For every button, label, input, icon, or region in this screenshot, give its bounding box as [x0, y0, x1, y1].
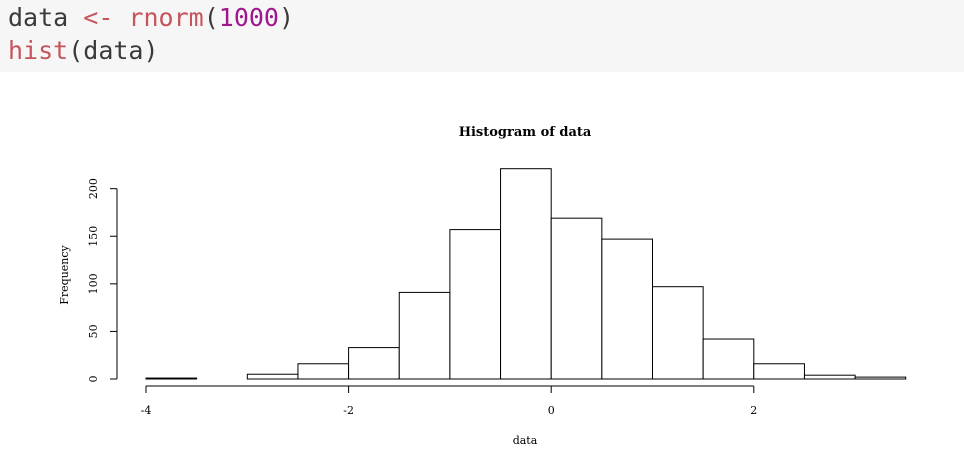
code-close-paren: ) — [143, 36, 159, 65]
histogram-bar-12 — [702, 338, 755, 380]
y-tick-label: 100 — [87, 273, 100, 294]
histogram-bar-10 — [601, 238, 653, 380]
histogram-bar-6 — [398, 291, 451, 380]
y-tick-label: 0 — [87, 376, 100, 383]
code-function-hist: hist — [8, 36, 69, 65]
x-tick-label: -4 — [141, 404, 152, 417]
x-axis: -4 -2 0 2 — [141, 385, 757, 417]
histogram-bar-13 — [753, 363, 805, 380]
x-axis-label: data — [513, 434, 538, 447]
histogram-bar-7 — [449, 229, 502, 380]
y-axis-label: Frequency — [58, 244, 71, 304]
histogram-bar-11 — [652, 286, 704, 380]
histogram-bar-4 — [297, 363, 350, 380]
code-open-paren: ( — [203, 3, 219, 32]
x-tick-label: -2 — [343, 404, 354, 417]
histogram-bar-5 — [348, 347, 400, 380]
chart-title: Histogram of data — [459, 125, 592, 140]
histogram-bar-9 — [550, 217, 603, 380]
code-line-1: data <- rnorm(1000) — [8, 3, 294, 33]
histogram-bar-3 — [246, 373, 299, 380]
code-assign-operator: <- — [83, 3, 114, 32]
y-axis: 0 50 100 150 200 — [87, 178, 118, 383]
y-tick-label: 50 — [87, 324, 100, 338]
code-close-paren: ) — [279, 3, 295, 32]
code-function-rnorm: rnorm — [128, 3, 204, 32]
code-argument: data — [83, 36, 144, 65]
histogram-bar-14 — [803, 374, 856, 380]
bars-group — [145, 168, 907, 380]
code-variable: data — [8, 3, 69, 32]
y-tick-label: 200 — [87, 178, 100, 199]
x-tick-label: 0 — [548, 404, 555, 417]
x-tick-label: 2 — [750, 404, 757, 417]
histogram-plot: Histogram of data data Frequency -4 -2 0 2 … — [58, 125, 907, 447]
code-block: data <- rnorm(1000) hist(data) — [0, 0, 964, 72]
histogram-bar-1 — [145, 377, 198, 380]
code-open-paren: ( — [68, 36, 84, 65]
code-number-arg: 1000 — [218, 3, 279, 32]
histogram-bar-15 — [854, 376, 907, 380]
histogram-bar-8 — [500, 168, 552, 380]
y-tick-label: 150 — [87, 226, 100, 247]
code-line-2: hist(data) — [8, 36, 159, 66]
